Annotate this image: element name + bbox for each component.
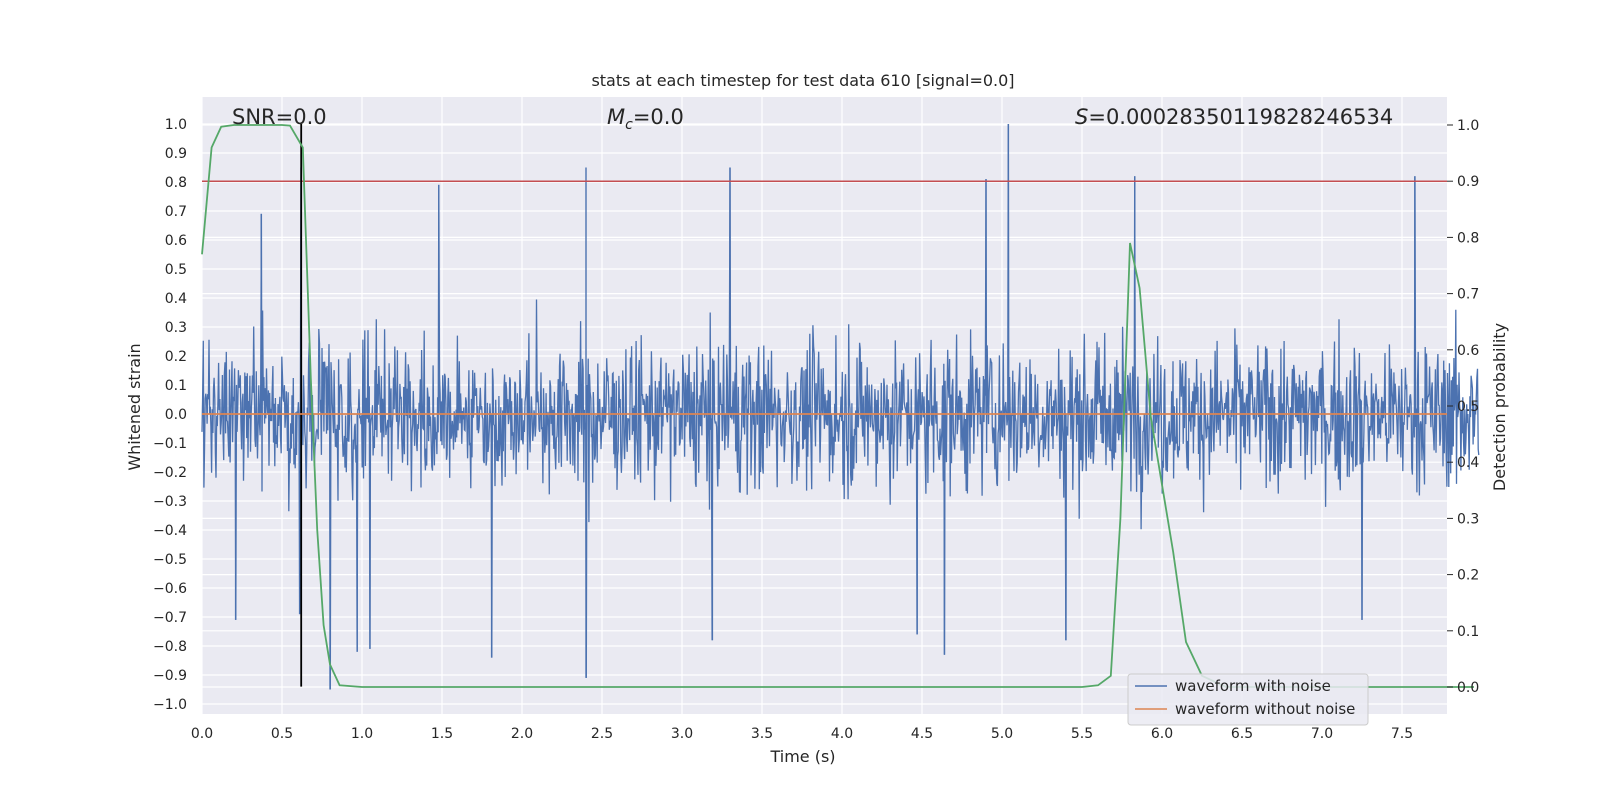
x-tick-label: 0.5 <box>271 726 293 742</box>
y2-axis-label: Detection probability <box>1490 323 1509 491</box>
x-tick-label: 7.5 <box>1391 726 1413 742</box>
legend: waveform with noise waveform without noi… <box>1127 673 1369 726</box>
chart-title: stats at each timestep for test data 610… <box>591 71 1014 90</box>
x-tick-label: 6.0 <box>1151 726 1173 742</box>
waveform-with-noise-series <box>201 123 1480 690</box>
y-tick-label: 0.0 <box>165 407 187 423</box>
x-tick-label: 1.0 <box>351 726 373 742</box>
snr-annotation: SNR=0.0 <box>232 105 327 129</box>
tick-labels: 0.0 0.5 1.0 1.5 2.0 2.5 3.0 3.5 4.0 4.5 5.0 5.5 6.0 6… <box>153 117 1479 742</box>
y2-tick-label: 1.0 <box>1457 118 1479 134</box>
chirp-mass-value: =0.0 <box>633 105 684 129</box>
x-tick-label: 5.0 <box>991 726 1013 742</box>
x-tick-label: 5.5 <box>1071 726 1093 742</box>
y-tick-label: 0.5 <box>165 262 187 278</box>
y2-tick-label: 0.0 <box>1457 680 1479 696</box>
y-tick-label: −0.7 <box>153 610 187 626</box>
s-value: =0.0002835011982824653​4 <box>1088 105 1393 129</box>
y-tick-label: 0.8 <box>165 175 187 191</box>
y-tick-label: 0.7 <box>165 204 187 220</box>
y-tick-label: −0.2 <box>153 465 187 481</box>
y-tick-label: −0.1 <box>153 436 187 452</box>
legend-box <box>1127 673 1369 726</box>
y2-tick-label: 0.1 <box>1457 624 1479 640</box>
y-tick-label: 1.0 <box>165 117 187 133</box>
chirp-mass-subscript: c <box>625 117 633 133</box>
y-tick-label: 0.1 <box>165 378 187 394</box>
x-axis-label: Time (s) <box>769 747 835 766</box>
y-tick-label: −0.5 <box>153 552 187 568</box>
x-tick-label: 3.5 <box>751 726 773 742</box>
y2-tick-label: 0.8 <box>1457 230 1479 246</box>
chirp-mass-annotation: Mc=0.0 <box>607 105 684 133</box>
x-tick-label: 2.5 <box>591 726 613 742</box>
y-tick-label: 0.9 <box>165 146 187 162</box>
y2-tick-label: 0.4 <box>1457 455 1479 471</box>
legend-label-without-noise: waveform without noise <box>1175 700 1355 718</box>
s-symbol: S <box>1075 105 1088 129</box>
y-tick-label: −0.8 <box>153 639 187 655</box>
y2-tick-label: 0.6 <box>1457 343 1479 359</box>
y-tick-label: 0.3 <box>165 320 187 336</box>
y-tick-label: −0.4 <box>153 523 187 539</box>
legend-label-with-noise: waveform with noise <box>1175 677 1331 695</box>
x-tick-label: 1.5 <box>431 726 453 742</box>
waveform-with-noise-line <box>201 123 1480 690</box>
y-tick-label: 0.4 <box>165 291 187 307</box>
y-tick-label: 0.2 <box>165 349 187 365</box>
y-tick-label: 0.6 <box>165 233 187 249</box>
y2-tick-label: 0.5 <box>1457 399 1479 415</box>
y-tick-label: −1.0 <box>153 697 187 713</box>
y2-tick-label: 0.3 <box>1457 511 1479 527</box>
x-tick-label: 0.0 <box>191 726 213 742</box>
chirp-mass-symbol: M <box>607 105 625 129</box>
y2-tick-label: 0.9 <box>1457 174 1479 190</box>
x-tick-label: 7.0 <box>1311 726 1333 742</box>
y2-tick-label: 0.2 <box>1457 568 1479 584</box>
detection-probability-line <box>201 124 1474 688</box>
s-annotation: S=0.0002835011982824653​4 <box>1075 105 1393 129</box>
overlay-lines <box>201 124 1474 688</box>
x-tick-label: 4.0 <box>831 726 853 742</box>
x-tick-label: 2.0 <box>511 726 533 742</box>
x-tick-label: 4.5 <box>911 726 933 742</box>
y-tick-label: −0.6 <box>153 581 187 597</box>
x-tick-label: 3.0 <box>671 726 693 742</box>
y2-tick-label: 0.7 <box>1457 287 1479 303</box>
y-axis-label: Whitened strain <box>125 343 144 470</box>
y-tick-label: −0.9 <box>153 668 187 684</box>
y-tick-label: −0.3 <box>153 494 187 510</box>
x-tick-label: 6.5 <box>1231 726 1253 742</box>
